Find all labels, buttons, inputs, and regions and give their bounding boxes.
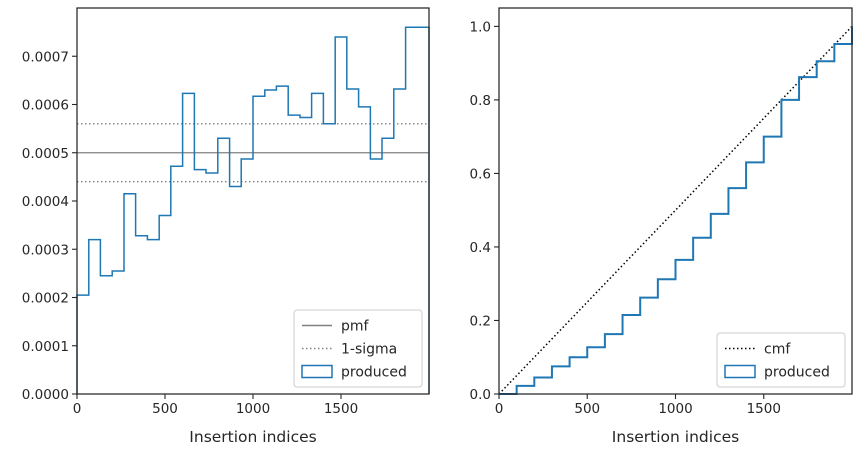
- legend-label-1-sigma: 1-sigma: [341, 342, 397, 358]
- x-tick-label: 500: [574, 401, 600, 417]
- y-tick-label: 0.8: [470, 93, 491, 109]
- series-cmf: [498, 25, 853, 395]
- chart-1: 0 500 1000 1500 0.0000 0.0001 0.0002 0.0003 0.00…: [22, 7, 430, 446]
- legend-label-pmf: pmf: [341, 319, 370, 335]
- legend-label-cmf: cmf: [764, 342, 791, 358]
- legend-label-produced: produced: [764, 365, 830, 381]
- y-tick-label: 1.0: [470, 19, 491, 35]
- x-tick-label: 0: [495, 401, 504, 417]
- y-tick-label: 0.0004: [22, 194, 69, 210]
- legend: pmf 1-sigma produced: [293, 309, 423, 388]
- y-tick-label: 0.0007: [22, 49, 69, 65]
- y-tick-label: 0.0006: [22, 98, 69, 114]
- series-produced: [499, 26, 853, 395]
- chart-2: 0 500 1000 1500 0.0 0.2 0.4 0.6 0.8 1.0 Insertion …: [470, 7, 853, 446]
- legend-label-produced: produced: [341, 365, 407, 381]
- x-tick-label: 500: [152, 401, 178, 417]
- y-tick-label: 0.0000: [22, 387, 69, 403]
- legend: cmf produced: [716, 332, 846, 388]
- x-tick-label: 1500: [324, 401, 358, 417]
- legend-swatch-produced: [724, 364, 756, 379]
- x-tick-label: 1000: [658, 401, 692, 417]
- legend-swatch-produced: [301, 364, 333, 379]
- y-tick-label: 0.0005: [22, 146, 69, 162]
- y-tick-label: 0.0002: [22, 291, 69, 307]
- y-tick-label: 0.4: [470, 240, 491, 256]
- series-produced: [76, 26, 430, 394]
- x-tick-label: 1000: [236, 401, 270, 417]
- x-axis-label: Insertion indices: [189, 428, 316, 446]
- y-tick-label: 0.0001: [22, 339, 69, 355]
- y-tick-label: 0.2: [470, 313, 491, 329]
- y-tick-label: 0.0: [470, 387, 491, 403]
- legend-box: [293, 309, 423, 388]
- x-axis-label: Insertion indices: [612, 428, 739, 446]
- y-tick-label: 0.0003: [22, 242, 69, 258]
- y-tick-label: 0.6: [470, 166, 491, 182]
- x-tick-label: 1500: [747, 401, 781, 417]
- legend-box: [716, 332, 846, 388]
- x-tick-label: 0: [73, 401, 82, 417]
